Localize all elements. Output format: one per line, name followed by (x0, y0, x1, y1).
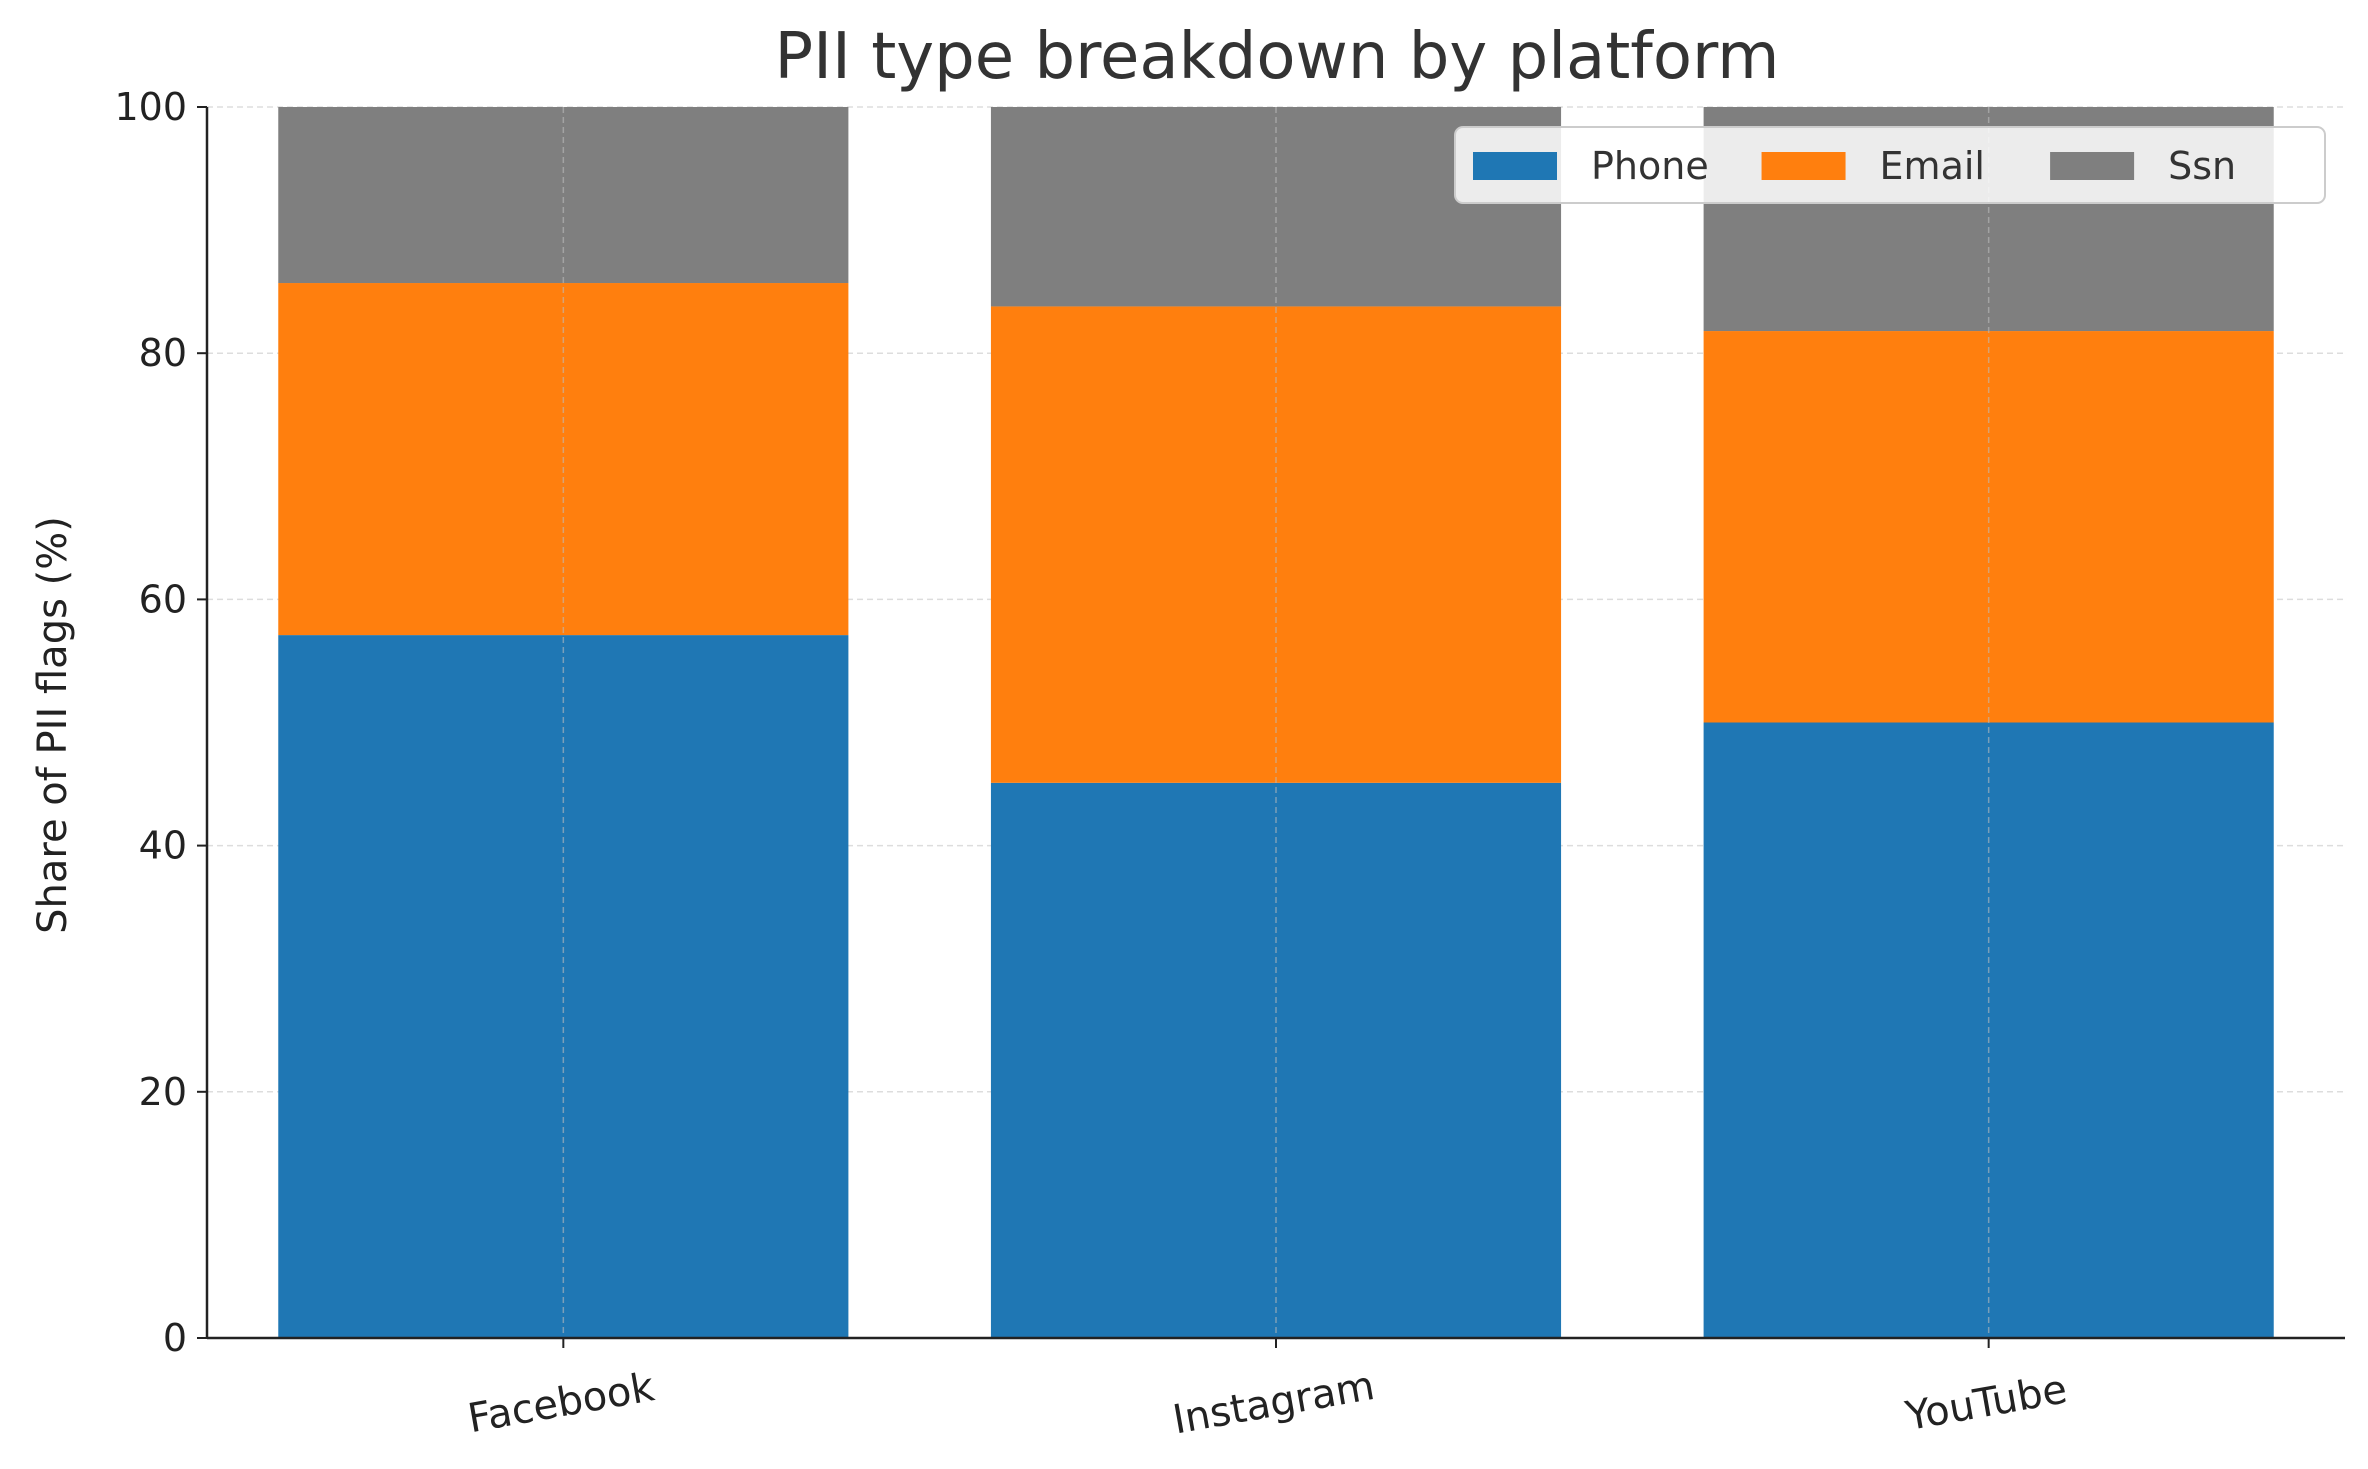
legend-label-ssn: Ssn (2168, 144, 2236, 188)
vertical-gridlines (562, 107, 1990, 1338)
bar-ssn-facebook (278, 107, 849, 284)
legend-label-email: Email (1880, 144, 1985, 188)
y-axis-title: Share of PII flags (%) (30, 516, 76, 934)
x-tick-label-youtube: YouTube (1901, 1366, 2070, 1440)
y-tick-label: 40 (139, 824, 187, 868)
x-ticks: Facebook Instagram YouTube (465, 1338, 2070, 1444)
x-tick-label-instagram: Instagram (1170, 1363, 1378, 1444)
x-tick-label-facebook: Facebook (465, 1364, 659, 1442)
y-tick-label: 80 (139, 331, 187, 375)
chart-title: PII type breakdown by platform (775, 20, 1780, 94)
legend-box (1454, 126, 2326, 204)
y-ticks: 0 20 40 60 80 100 (114, 85, 207, 1360)
legend-swatch-email (1761, 152, 1846, 180)
y-tick-label: 100 (114, 85, 187, 129)
legend-label-phone: Phone (1591, 144, 1709, 188)
y-tick-label: 60 (139, 577, 187, 621)
bar-email-instagram (990, 306, 1562, 783)
legend-swatch-phone (1473, 152, 1557, 180)
y-tick-label: 0 (163, 1316, 187, 1360)
y-tick-label: 20 (139, 1070, 187, 1114)
legend: Phone Email Ssn (1454, 126, 2326, 204)
legend-swatch-ssn (2050, 152, 2135, 180)
